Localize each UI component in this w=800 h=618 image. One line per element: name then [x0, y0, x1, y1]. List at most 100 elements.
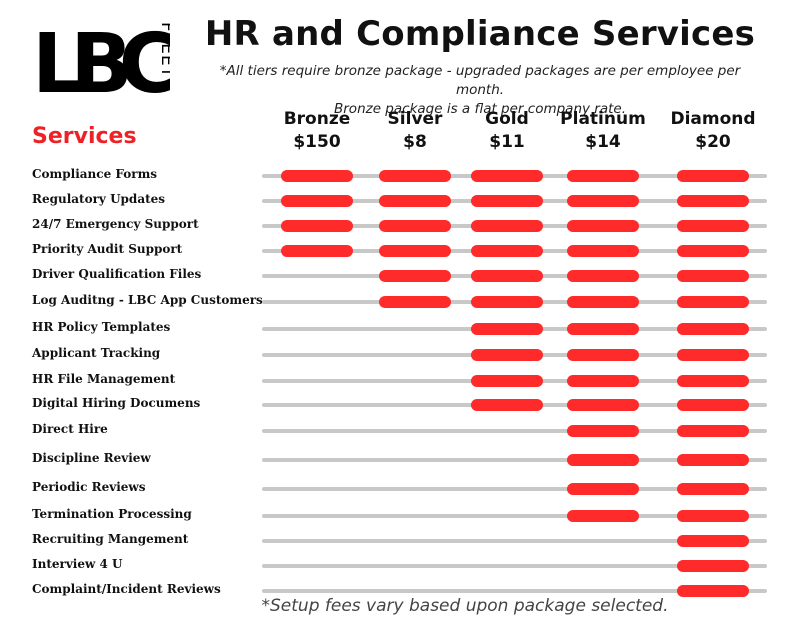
service-label: Periodic Reviews — [32, 480, 146, 494]
tier-name: Silver — [387, 109, 443, 129]
included-bar-gold — [471, 349, 543, 361]
logo-mark: LBC FLEET — [32, 17, 188, 112]
service-label: Priority Audit Support — [32, 242, 183, 256]
included-bar-platinum — [567, 245, 639, 257]
service-row: Direct Hire — [0, 418, 800, 442]
service-label: Regulatory Updates — [32, 192, 166, 206]
service-row: Interview 4 U — [0, 553, 800, 577]
included-bar-gold — [471, 270, 543, 282]
page-subtitle: *All tiers require bronze package - upgr… — [200, 62, 760, 119]
included-bar-gold — [471, 170, 543, 182]
included-bar-gold — [471, 220, 543, 232]
service-label: 24/7 Emergency Support — [32, 217, 199, 231]
included-bar-diamond — [677, 170, 749, 182]
service-label: Termination Processing — [32, 507, 192, 521]
service-label: Direct Hire — [32, 422, 108, 436]
included-bar-diamond — [677, 296, 749, 308]
service-track — [262, 487, 767, 491]
included-bar-platinum — [567, 195, 639, 207]
service-label: Complaint/Incident Reviews — [32, 582, 221, 596]
setup-fee-footnote: *Setup fees vary based upon package sele… — [261, 596, 669, 616]
included-bar-diamond — [677, 585, 749, 597]
included-bar-platinum — [567, 323, 639, 335]
included-bar-diamond — [677, 560, 749, 572]
tier-price: $20 — [695, 132, 731, 152]
included-bar-diamond — [677, 399, 749, 411]
included-bar-silver — [379, 296, 451, 308]
service-row: Termination Processing — [0, 503, 800, 527]
service-row: Driver Qualification Files — [0, 263, 800, 287]
included-bar-diamond — [677, 483, 749, 495]
service-label: Driver Qualification Files — [32, 267, 202, 281]
tier-name: Gold — [485, 109, 529, 129]
included-bar-platinum — [567, 454, 639, 466]
included-bar-diamond — [677, 323, 749, 335]
included-bar-diamond — [677, 220, 749, 232]
included-bar-platinum — [567, 483, 639, 495]
included-bar-platinum — [567, 349, 639, 361]
included-bar-platinum — [567, 375, 639, 387]
included-bar-platinum — [567, 510, 639, 522]
service-row: 24/7 Emergency Support — [0, 213, 800, 237]
service-track — [262, 564, 767, 568]
tier-name: Diamond — [670, 109, 756, 129]
service-row: Discipline Review — [0, 447, 800, 471]
included-bar-gold — [471, 399, 543, 411]
service-row: Periodic Reviews — [0, 476, 800, 500]
tier-name: Bronze — [283, 109, 351, 129]
service-row: Complaint/Incident Reviews — [0, 578, 800, 602]
included-bar-silver — [379, 245, 451, 257]
included-bar-silver — [379, 195, 451, 207]
service-track — [262, 589, 767, 593]
tier-price: $8 — [403, 132, 427, 152]
included-bar-bronze — [281, 245, 353, 257]
subtitle-line-2: Bronze package is a flat per company rat… — [334, 101, 626, 117]
included-bar-platinum — [567, 399, 639, 411]
included-bar-platinum — [567, 270, 639, 282]
lbc-fleet-logo: LBC FLEET — [30, 14, 188, 112]
logo-lbc-text: LBC — [32, 17, 170, 104]
service-row: Log Auditng - LBC App Customers — [0, 289, 800, 313]
service-label: HR File Management — [32, 372, 176, 386]
service-row: HR Policy Templates — [0, 316, 800, 340]
included-bar-bronze — [281, 195, 353, 207]
service-label: Recruiting Mangement — [32, 532, 189, 546]
included-bar-bronze — [281, 170, 353, 182]
included-bar-platinum — [567, 170, 639, 182]
included-bar-diamond — [677, 349, 749, 361]
service-label: Interview 4 U — [32, 557, 123, 571]
service-track — [262, 429, 767, 433]
service-row: HR File Management — [0, 368, 800, 392]
included-bar-gold — [471, 195, 543, 207]
included-bar-platinum — [567, 296, 639, 308]
tier-header-platinum: Platinum $14 — [558, 108, 648, 154]
service-label: Digital Hiring Documens — [32, 396, 201, 410]
included-bar-silver — [379, 170, 451, 182]
included-bar-platinum — [567, 425, 639, 437]
included-bar-diamond — [677, 425, 749, 437]
services-heading: Services — [32, 124, 137, 149]
subtitle-line-1: *All tiers require bronze package - upgr… — [219, 63, 741, 98]
service-track — [262, 514, 767, 518]
service-label: Applicant Tracking — [32, 346, 161, 360]
tier-name: Platinum — [560, 109, 646, 129]
included-bar-silver — [379, 220, 451, 232]
service-label: Discipline Review — [32, 451, 151, 465]
tier-header-silver: Silver $8 — [370, 108, 460, 154]
tier-header-diamond: Diamond $20 — [668, 108, 758, 154]
included-bar-diamond — [677, 245, 749, 257]
service-row: Compliance Forms — [0, 163, 800, 187]
included-bar-diamond — [677, 510, 749, 522]
service-row: Recruiting Mangement — [0, 528, 800, 552]
included-bar-diamond — [677, 270, 749, 282]
service-label: Compliance Forms — [32, 167, 158, 181]
service-track — [262, 539, 767, 543]
service-label: Log Auditng - LBC App Customers — [32, 293, 263, 307]
service-label: HR Policy Templates — [32, 320, 171, 334]
included-bar-diamond — [677, 195, 749, 207]
service-row: Applicant Tracking — [0, 342, 800, 366]
tier-price: $11 — [489, 132, 525, 152]
included-bar-gold — [471, 296, 543, 308]
included-bar-diamond — [677, 535, 749, 547]
included-bar-gold — [471, 323, 543, 335]
